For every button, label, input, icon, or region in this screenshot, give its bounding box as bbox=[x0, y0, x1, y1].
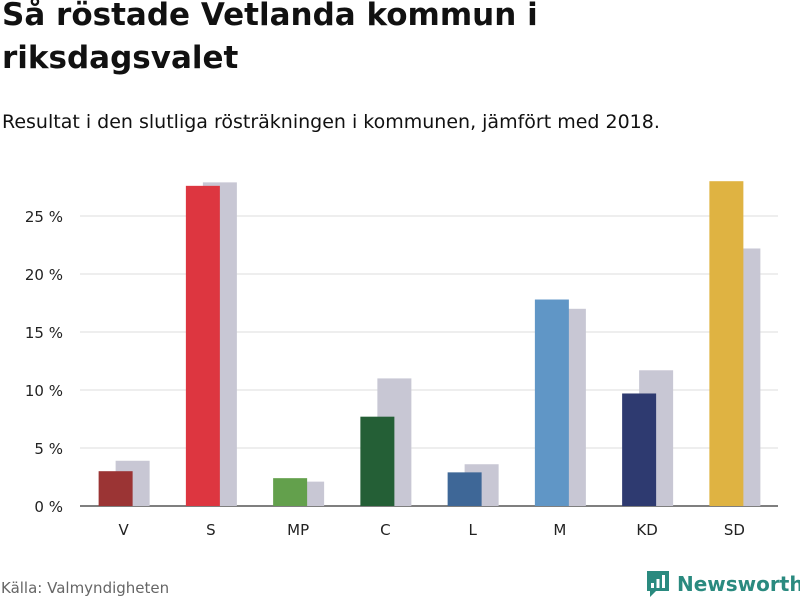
x-tick-label: S bbox=[206, 521, 216, 539]
y-axis: 0 % 5 % 10 % 15 % 20 % 25 % bbox=[25, 208, 63, 516]
x-tick-label: M bbox=[553, 521, 566, 539]
x-tick-label: L bbox=[468, 521, 477, 539]
bar-2022-c bbox=[360, 416, 395, 506]
y-tick-label: 10 % bbox=[25, 382, 63, 400]
newsworthy-logo-icon bbox=[647, 571, 669, 597]
x-tick-label: V bbox=[118, 521, 129, 539]
source-note: Källa: Valmyndigheten bbox=[1, 579, 170, 597]
y-tick-label: 20 % bbox=[25, 266, 63, 284]
bar-2022-l bbox=[447, 472, 482, 506]
y-tick-label: 15 % bbox=[25, 324, 63, 342]
bar-2022-s bbox=[185, 185, 220, 506]
y-tick-label: 5 % bbox=[34, 440, 63, 458]
brand-name: Newsworthy bbox=[677, 572, 800, 596]
chart-title: Så röstade Vetlanda kommun i riksdagsval… bbox=[2, 0, 538, 76]
x-axis: V S MP C L M KD SD bbox=[118, 521, 744, 539]
brand-logo: Newsworthy bbox=[645, 569, 800, 599]
bar-2022-m bbox=[534, 299, 569, 506]
bar-2022-kd bbox=[622, 393, 657, 506]
bars bbox=[98, 181, 761, 507]
chart-subtitle: Resultat i den slutliga rösträkningen i … bbox=[2, 111, 660, 133]
x-tick-label: KD bbox=[636, 521, 657, 539]
x-tick-label: MP bbox=[287, 521, 309, 539]
gridlines bbox=[80, 215, 778, 507]
y-tick-label: 0 % bbox=[34, 498, 63, 516]
x-tick-label: SD bbox=[724, 521, 745, 539]
y-tick-label: 25 % bbox=[25, 208, 63, 226]
bar-2022-mp bbox=[273, 478, 308, 506]
bar-2022-v bbox=[98, 471, 133, 506]
x-tick-label: C bbox=[380, 521, 390, 539]
bar-2022-sd bbox=[709, 181, 744, 506]
